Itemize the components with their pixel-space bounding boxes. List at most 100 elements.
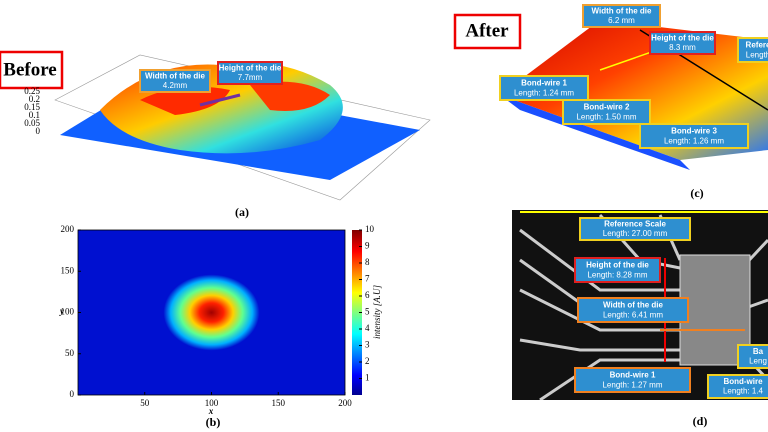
annotation-title: Height of the die [651,34,714,43]
annotation-value: 4.2mm [163,81,188,90]
x-label: x [208,406,214,416]
z-tick-label: 0.25 [24,86,40,96]
colorbar-tick-label: 1 [365,373,370,383]
annotation-title: Bond-wire 1 [610,370,656,379]
annotation-box [579,217,691,241]
annotation-box [577,297,689,323]
caption: (b) [206,415,221,429]
annotation-title: Width of the die [592,7,652,16]
annotation-title: Height of the die [219,64,282,73]
y-label: y [59,306,65,316]
x-tick-label: 150 [272,398,286,408]
z-tick-label: 0 [36,126,41,136]
annotation-value: Leng [749,357,767,366]
annotation-title: Bond-wire 3 [671,126,717,135]
x-tick-label: 200 [338,398,352,408]
x-tick-label: 50 [140,398,150,408]
annotation-title: Width of the die [603,300,663,309]
annotation-value: Length: 1.4 [723,387,764,396]
colorbar-tick-label: 9 [365,241,370,251]
colorbar-tick-label: 10 [365,224,375,234]
x-tick-label: 100 [205,398,219,408]
annotation-title: Height of the die [586,260,649,269]
annotation-box [639,123,749,149]
surface-peak [250,81,330,111]
annotation-value: 8.3 mm [669,43,696,52]
colorbar-tick-label: 2 [365,356,370,366]
panel-b: x y intensity [A.U] (b) [59,229,382,429]
before-box [0,50,64,90]
after-tag: After [465,20,509,41]
z-tick-label: 0.15 [24,102,40,112]
annotation-box [139,69,211,93]
annotation-box [737,344,768,369]
z-tick-label: 0.05 [24,118,40,128]
annotation-title: Ba [753,347,764,356]
colorbar-tick-label: 7 [365,274,370,284]
y-tick-label: 150 [61,265,75,275]
annotation-value: Length: 1.26 mm [664,136,724,145]
colorbar-tick-label: 5 [365,307,370,317]
annotation-title: Bond-wire 2 [584,102,630,111]
annotation-box [707,374,768,399]
intensity-peak [163,274,260,351]
annotation-box [737,37,768,63]
annotation-value: Length: 27.00 mm [603,229,668,238]
y-tick-label: 100 [61,307,75,317]
y-tick-label: 200 [61,224,75,234]
surface-edge [500,95,690,170]
y-tick-label: 50 [65,348,75,358]
colorbar-tick-label: 4 [365,323,370,333]
annotation-box [562,99,651,125]
colorbar-tick-label: 6 [365,290,370,300]
annotation-title: Reference Scale [604,220,666,229]
annotation-title: Bond-wire [723,377,763,386]
annotation-box [499,75,589,101]
measure-line [199,93,241,107]
caption: (c) [690,186,703,200]
annotation-value: Length: 1.50 mm [576,112,636,121]
colorbar-label: intensity [A.U] [372,285,382,339]
annotation-title: Width of the die [145,72,205,81]
axis-box [54,54,431,201]
annotation-value: Length [746,50,768,59]
annotation-box [574,367,691,393]
annotation-value: 7.7mm [238,73,263,82]
annotation-value: Length: 1.27 mm [602,380,662,389]
colorbar [352,230,362,395]
colorbar-tick-label: 3 [365,340,370,350]
annotation-value: Length: 8.28 mm [587,270,647,279]
z-tick-label: 0.2 [29,94,40,104]
annotation-box [582,4,661,28]
annotation-value: Length: 6.41 mm [603,310,663,319]
annotation-title: Refere [746,40,768,49]
y-tick-label: 0 [70,389,75,399]
surface-peak [140,86,230,115]
annotation-value: Length: 1.24 mm [514,88,574,97]
caption: (d) [693,414,708,428]
annotation-box [574,257,661,283]
panel-a: Before (a) [0,50,431,219]
z-tick-label: 0.1 [29,110,40,120]
colorbar-tick-label: 8 [365,257,370,267]
caption: (a) [235,205,249,219]
annotation-value: 6.2 mm [608,16,635,25]
after-box [453,13,522,50]
annotation-title: Bond-wire 1 [521,78,567,87]
annotation-box [649,31,716,55]
